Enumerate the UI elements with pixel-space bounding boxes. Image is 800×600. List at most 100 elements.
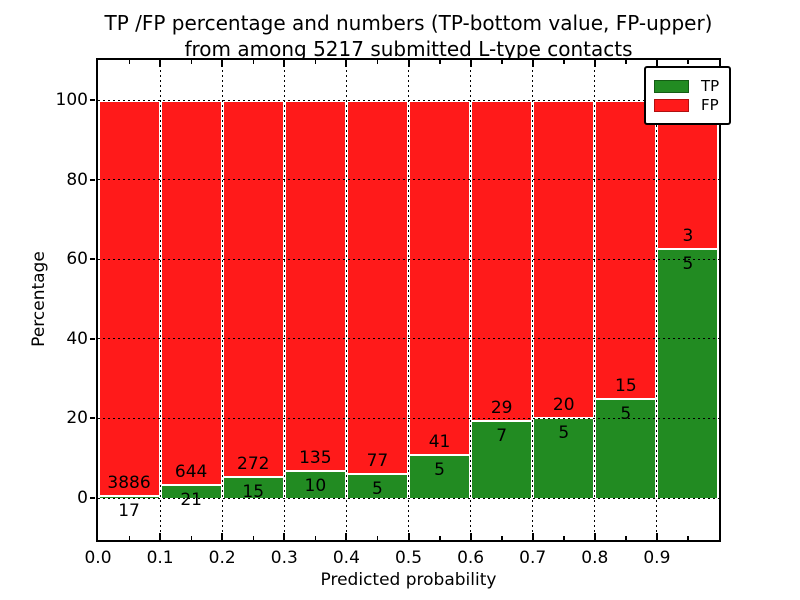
x-tick-label: 0.3 — [270, 548, 298, 568]
x-tick-mark — [531, 533, 534, 540]
x-minor-tick-mark — [190, 536, 193, 540]
bar-segment-fp — [160, 100, 223, 486]
x-tick-label: 0.7 — [519, 548, 547, 568]
x-tick-label: 0.8 — [581, 548, 609, 568]
y-tick-mark — [90, 417, 95, 420]
gridline-vertical — [594, 60, 596, 540]
tp-count-label: 5 — [620, 403, 632, 424]
fp-count-label: 3 — [682, 226, 694, 247]
fp-count-label: 29 — [490, 397, 513, 418]
x-minor-tick-mark — [625, 536, 627, 540]
y-tick-mark — [90, 178, 95, 181]
chart-title-line2: from among 5217 submitted L-type contact… — [184, 37, 633, 61]
y-tick-mark — [90, 99, 95, 101]
legend: TP FP — [644, 66, 732, 125]
gridline-vertical — [532, 60, 534, 540]
bar-edge — [222, 476, 285, 479]
x-tick-mark — [159, 533, 162, 540]
bar-segment-fp — [408, 100, 471, 455]
legend-item-tp: TP — [654, 78, 719, 94]
y-tick-label: 20 — [66, 408, 88, 429]
x-minor-tick-mark — [563, 60, 565, 64]
legend-label-tp: TP — [701, 77, 720, 95]
x-tick-label: 0.5 — [394, 548, 423, 568]
x-minor-tick-mark — [252, 60, 255, 64]
gridline-vertical — [221, 60, 223, 540]
x-tick-label: 0.4 — [332, 548, 360, 568]
fp-legend-swatch-icon — [654, 98, 689, 112]
bar-segment-tp — [470, 420, 533, 498]
x-axis-label: Predicted probability — [320, 570, 497, 590]
x-minor-tick-mark — [563, 536, 565, 540]
y-tick-label: 60 — [66, 249, 88, 270]
bar-edge — [656, 248, 719, 251]
x-tick-label: 0.9 — [643, 548, 671, 568]
x-tick-mark — [593, 533, 596, 540]
bar-segment-fp — [222, 100, 285, 478]
y-axis-label: Percentage — [29, 251, 49, 347]
x-tick-mark — [283, 533, 286, 540]
x-minor-tick-mark — [190, 60, 193, 64]
x-minor-tick-mark — [439, 60, 441, 64]
tp-count-label: 5 — [372, 478, 383, 499]
bar-segment-tp — [222, 477, 285, 498]
x-minor-tick-mark — [501, 60, 503, 64]
gridline-horizontal — [98, 417, 719, 419]
gridline-vertical — [656, 60, 658, 540]
bar-segment-tp — [346, 473, 409, 498]
x-tick-mark — [221, 533, 224, 540]
bar-edge — [717, 100, 719, 498]
fp-count-label: 135 — [299, 447, 332, 468]
gridline-horizontal — [98, 179, 719, 181]
x-tick-label: 0.6 — [457, 548, 485, 568]
x-tick-mark — [159, 60, 162, 67]
x-tick-mark — [345, 60, 348, 67]
x-minor-tick-mark — [314, 60, 317, 64]
bar-edge — [98, 100, 100, 498]
gridline-horizontal — [98, 338, 719, 340]
bar-segment-fp — [346, 100, 409, 474]
fp-count-label: 20 — [552, 395, 575, 416]
chart-title-line1: TP /FP percentage and numbers (TP-bottom… — [104, 11, 713, 35]
x-tick-mark — [655, 60, 658, 67]
y-tick-mark — [90, 497, 95, 499]
fp-count-label: 15 — [615, 375, 637, 396]
y-tick-label: 40 — [66, 328, 88, 349]
x-minor-tick-mark — [376, 60, 379, 64]
x-tick-mark — [283, 60, 286, 67]
bar-segment-fp — [98, 100, 161, 497]
bar-segment-tp — [284, 470, 347, 498]
x-minor-tick-mark — [376, 536, 379, 540]
x-minor-tick-mark — [687, 536, 689, 540]
x-minor-tick-mark — [501, 536, 503, 540]
bar-segment-fp — [284, 100, 347, 471]
bar-edge — [470, 419, 533, 422]
x-tick-label: 0.1 — [146, 548, 174, 568]
gridline-vertical — [470, 60, 472, 540]
x-tick-mark — [345, 533, 348, 540]
gridline-vertical — [283, 60, 285, 540]
y-tick-label: 80 — [66, 169, 88, 190]
gridline-horizontal — [98, 258, 719, 260]
bar-segment-tp — [160, 485, 223, 498]
y-tick-label: 0 — [77, 488, 88, 508]
gridline-vertical — [408, 60, 409, 540]
fp-count-label: 272 — [237, 454, 270, 475]
x-minor-tick-mark — [314, 536, 317, 540]
plot-area: 3886 17 644 21 272 15 135 10 77 5 41 5 29 7 20 5 15 5 3 5 0.… — [29, 58, 732, 590]
bar-segment-tp — [408, 454, 471, 498]
tp-count-label: 17 — [118, 501, 140, 522]
x-tick-mark — [469, 533, 472, 540]
x-minor-tick-mark — [439, 536, 441, 540]
bar-edge — [284, 469, 347, 472]
x-tick-mark — [407, 60, 410, 67]
tp-count-label: 7 — [496, 425, 508, 446]
bar-segment-tp — [594, 398, 657, 498]
bar-segment-tp — [656, 249, 719, 498]
x-tick-mark — [655, 533, 658, 540]
fp-count-label: 77 — [366, 450, 389, 471]
x-minor-tick-mark — [252, 536, 255, 540]
fp-count-label: 644 — [174, 462, 208, 483]
gridline-vertical — [159, 60, 161, 540]
bar-segment-tp — [532, 418, 595, 498]
